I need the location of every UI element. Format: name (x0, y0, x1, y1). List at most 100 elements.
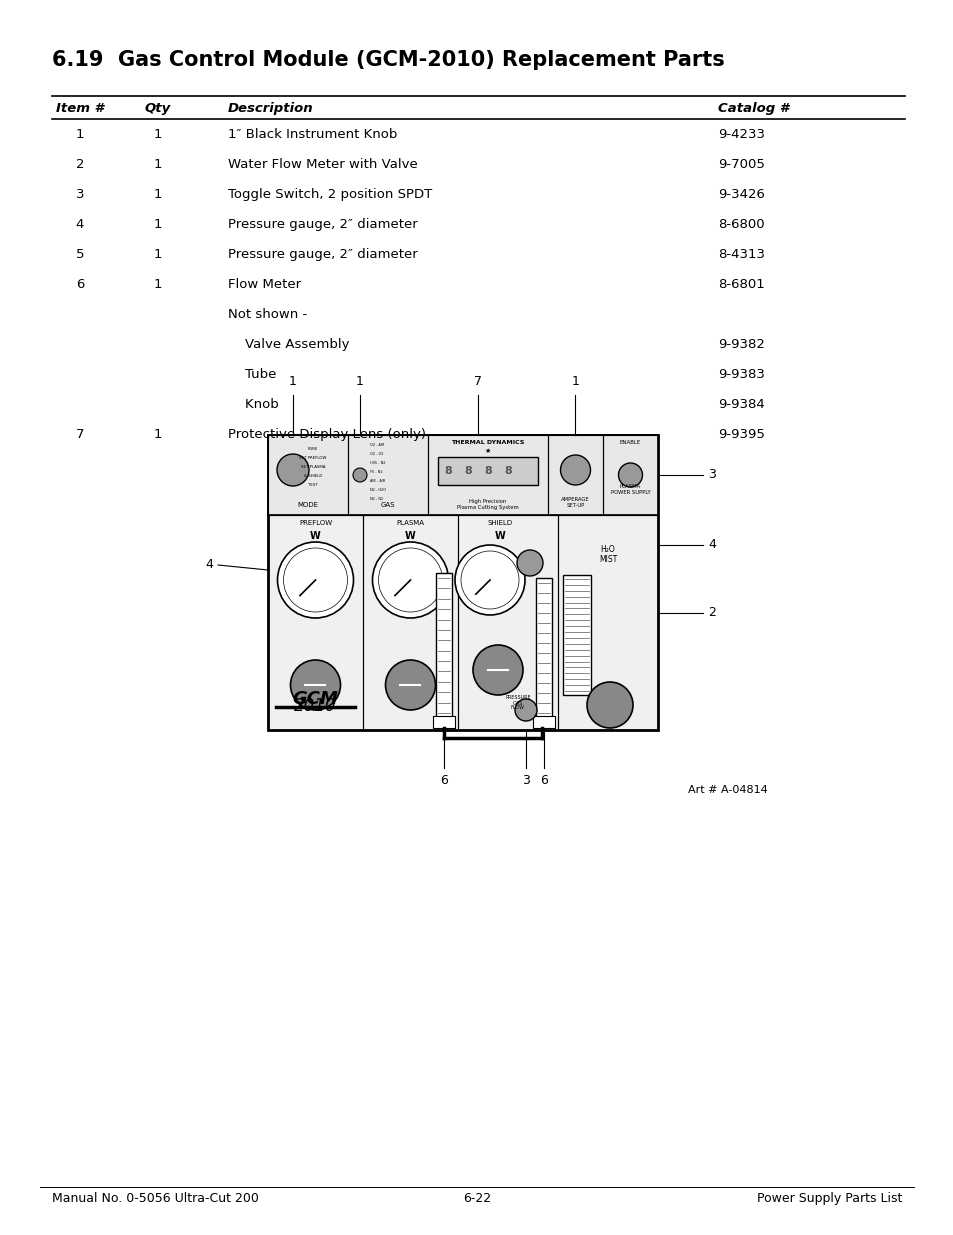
Text: N2 - N2: N2 - N2 (370, 496, 383, 501)
Text: Description: Description (228, 103, 314, 115)
Text: 6: 6 (75, 278, 84, 291)
Text: AIR - AIR: AIR - AIR (370, 479, 385, 483)
Bar (536, 578, 552, 718)
Bar (268, 515, 363, 730)
Circle shape (560, 454, 590, 485)
Text: Not shown -: Not shown - (228, 308, 307, 321)
Bar (428, 435, 547, 515)
Text: 1: 1 (153, 278, 162, 291)
Text: FLOW: FLOW (511, 705, 524, 710)
Text: 3: 3 (75, 188, 84, 201)
Bar (558, 515, 658, 730)
Text: MODE: MODE (297, 501, 318, 508)
Bar (437, 457, 537, 485)
Text: High Precision
Plasma Cutting System: High Precision Plasma Cutting System (456, 499, 518, 510)
Text: 3: 3 (521, 774, 529, 787)
Circle shape (385, 659, 435, 710)
Text: Tube: Tube (228, 368, 276, 382)
Text: 9-3426: 9-3426 (718, 188, 764, 201)
Bar (268, 435, 348, 515)
Text: H₂O
MIST: H₂O MIST (598, 545, 617, 564)
Text: PRESSURE
GAS: PRESSURE GAS (505, 695, 530, 705)
Text: 6.19  Gas Control Module (GCM-2010) Replacement Parts: 6.19 Gas Control Module (GCM-2010) Repla… (52, 49, 724, 70)
Text: 1: 1 (153, 158, 162, 170)
Text: 7: 7 (75, 429, 84, 441)
Text: 1: 1 (75, 128, 84, 141)
Text: 8: 8 (483, 466, 492, 475)
Text: O2 - AIR: O2 - AIR (370, 443, 384, 447)
Text: 8: 8 (444, 466, 452, 475)
Text: TEST: TEST (308, 483, 317, 487)
Text: W: W (494, 531, 505, 541)
Circle shape (515, 699, 537, 721)
Circle shape (378, 548, 442, 613)
Bar (268, 435, 658, 730)
Text: 1: 1 (153, 128, 162, 141)
Circle shape (455, 545, 524, 615)
Text: 1: 1 (355, 375, 363, 388)
Text: 6: 6 (539, 774, 547, 787)
Bar (433, 716, 455, 727)
Bar (268, 435, 658, 515)
Text: Pressure gauge, 2″ diameter: Pressure gauge, 2″ diameter (228, 219, 417, 231)
Text: Toggle Switch, 2 position SPDT: Toggle Switch, 2 position SPDT (228, 188, 432, 201)
Text: PLASMA
POWER SUPPLY: PLASMA POWER SUPPLY (610, 484, 650, 495)
Text: 2: 2 (75, 158, 84, 170)
Text: 9-9395: 9-9395 (718, 429, 764, 441)
Circle shape (291, 659, 340, 710)
Text: F5 - N2: F5 - N2 (370, 471, 382, 474)
Text: 8-6800: 8-6800 (718, 219, 763, 231)
Text: ENABLE: ENABLE (619, 440, 640, 445)
Text: 5: 5 (75, 248, 84, 261)
Text: 4: 4 (75, 219, 84, 231)
Text: 3: 3 (707, 468, 715, 482)
Text: SET PREFLOW: SET PREFLOW (299, 456, 326, 459)
Text: O2 - O2: O2 - O2 (370, 452, 383, 456)
Text: 1: 1 (153, 248, 162, 261)
Text: Knob: Knob (228, 398, 278, 411)
Bar (363, 515, 457, 730)
Text: 6: 6 (439, 774, 448, 787)
Bar (348, 435, 428, 515)
Circle shape (283, 548, 347, 613)
Text: 6-22: 6-22 (462, 1192, 491, 1205)
Text: Power Supply Parts List: Power Supply Parts List (756, 1192, 901, 1205)
Text: 1: 1 (153, 429, 162, 441)
Text: 8: 8 (464, 466, 472, 475)
Text: 9-4233: 9-4233 (718, 128, 764, 141)
Text: H35 - N2: H35 - N2 (370, 461, 385, 466)
Bar (436, 573, 452, 718)
Text: & SHIELD: & SHIELD (303, 474, 322, 478)
Text: PREFLOW: PREFLOW (298, 520, 332, 526)
Circle shape (353, 468, 367, 482)
Text: 4: 4 (707, 538, 715, 552)
Text: N2 - H2O: N2 - H2O (370, 488, 386, 492)
Bar (602, 435, 658, 515)
Text: 2010: 2010 (294, 697, 336, 715)
Text: 9-9383: 9-9383 (718, 368, 764, 382)
Text: W: W (310, 531, 320, 541)
Text: ★: ★ (484, 448, 491, 454)
Circle shape (460, 551, 518, 609)
Text: GAS: GAS (380, 501, 395, 508)
Text: 1″ Black Instrument Knob: 1″ Black Instrument Knob (228, 128, 397, 141)
Bar (457, 515, 558, 730)
Text: Qty: Qty (145, 103, 171, 115)
Text: Art # A-04814: Art # A-04814 (687, 785, 767, 795)
Text: Water Flow Meter with Valve: Water Flow Meter with Valve (228, 158, 417, 170)
Text: 8-4313: 8-4313 (718, 248, 764, 261)
Text: Protective Display Lens (only): Protective Display Lens (only) (228, 429, 426, 441)
Text: SHIELD: SHIELD (487, 520, 512, 526)
Bar (562, 576, 590, 695)
Text: THERMAL DYNAMICS: THERMAL DYNAMICS (451, 440, 524, 445)
Circle shape (276, 454, 309, 487)
Text: SET PLASMA: SET PLASMA (300, 466, 325, 469)
Text: Manual No. 0-5056 Ultra-Cut 200: Manual No. 0-5056 Ultra-Cut 200 (52, 1192, 258, 1205)
Text: Item #: Item # (56, 103, 104, 115)
Bar (547, 435, 602, 515)
Text: PURE: PURE (308, 447, 318, 451)
Text: 9-9384: 9-9384 (718, 398, 764, 411)
Text: PLASMA: PLASMA (396, 520, 424, 526)
Text: 9-9382: 9-9382 (718, 338, 764, 351)
Text: 4: 4 (205, 558, 213, 572)
